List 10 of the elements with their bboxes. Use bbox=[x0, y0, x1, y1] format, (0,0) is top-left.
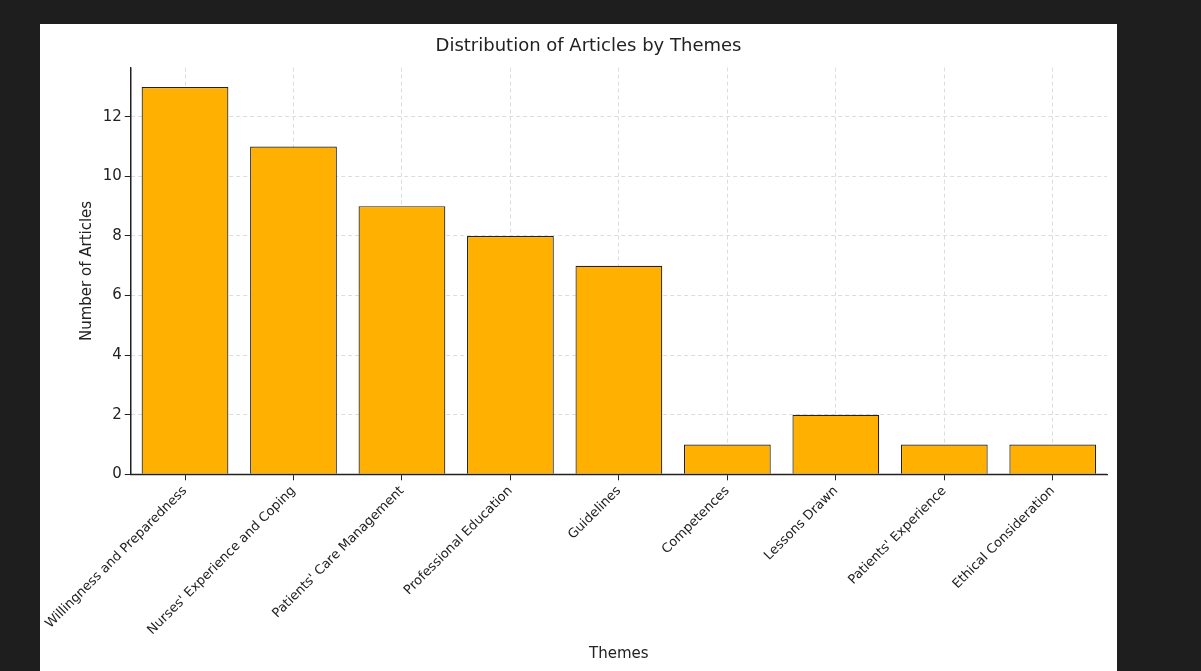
y-tick-label: 2 bbox=[112, 404, 122, 423]
y-tick-label: 12 bbox=[102, 106, 122, 125]
y-axis-title: Number of Articles bbox=[76, 200, 95, 342]
y-tick-label: 8 bbox=[112, 225, 122, 244]
y-tick-label: 4 bbox=[112, 345, 122, 364]
y-tick-label: 6 bbox=[112, 285, 122, 304]
y-tick-label: 10 bbox=[102, 166, 122, 185]
x-axis-title: Themes bbox=[588, 643, 649, 662]
y-tick-label: 0 bbox=[112, 464, 122, 483]
chart-title: Distribution of Articles by Themes bbox=[435, 34, 742, 56]
